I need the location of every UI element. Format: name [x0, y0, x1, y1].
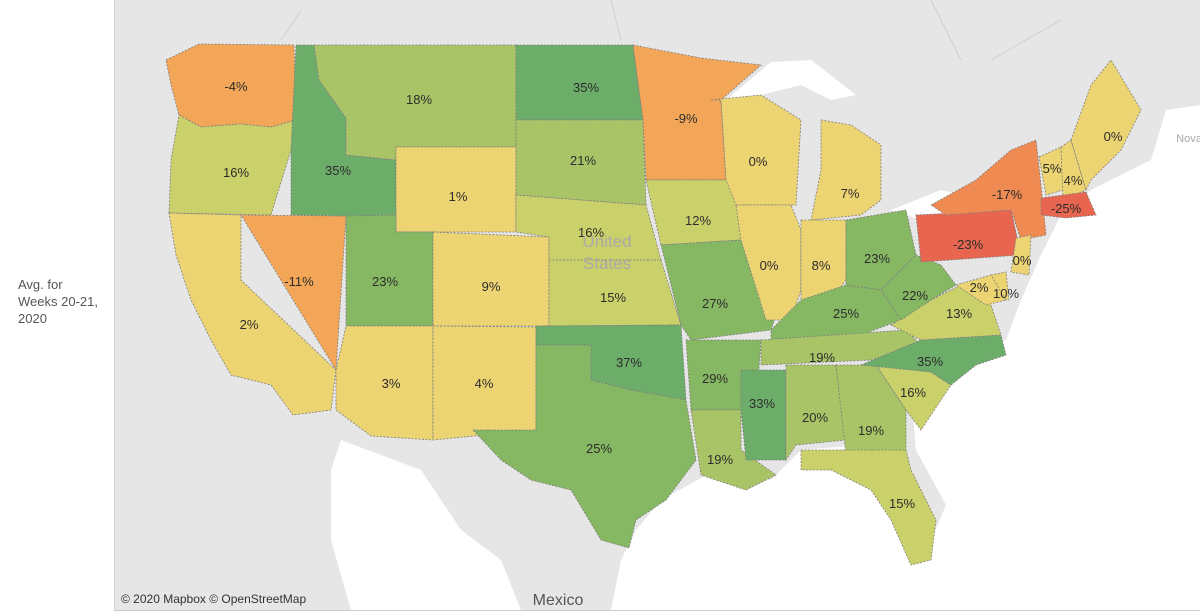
- state-value-label-ca: 2%: [240, 317, 259, 332]
- state-value-label-ar: 29%: [702, 371, 728, 386]
- state-value-label-va: 13%: [946, 306, 972, 321]
- state-value-label-az: 3%: [382, 376, 401, 391]
- state-mi[interactable]: [810, 119, 882, 221]
- state-value-label-mo: 27%: [702, 296, 728, 311]
- state-value-label-sd: 21%: [570, 153, 596, 168]
- state-mn[interactable]: [632, 44, 762, 181]
- state-wv[interactable]: [880, 254, 957, 321]
- legend-label-line: 2020: [18, 311, 47, 326]
- state-me[interactable]: [1070, 59, 1142, 192]
- state-nj[interactable]: [1010, 234, 1032, 276]
- state-md[interactable]: [955, 274, 1007, 306]
- state-nv[interactable]: [240, 214, 347, 372]
- boundary-lines: [280, 0, 1062, 61]
- state-value-label-md: 10%: [993, 286, 1019, 301]
- state-ca[interactable]: [168, 212, 337, 416]
- state-value-label-nj: 0%: [1013, 253, 1032, 268]
- state-value-label-sc: 16%: [900, 385, 926, 400]
- place-label-mexico: Mexico: [533, 592, 584, 609]
- state-value-label-me: 0%: [1104, 129, 1123, 144]
- state-value-label-ks: 15%: [600, 290, 626, 305]
- place-label-nova: Nova: [1176, 133, 1200, 145]
- state-value-label-al: 20%: [802, 410, 828, 425]
- state-value-label-nc: 35%: [917, 354, 943, 369]
- state-value-label-nm: 4%: [475, 376, 494, 391]
- legend-label: Avg. for Weeks 20-21, 2020: [18, 276, 113, 327]
- state-value-label-ga: 19%: [858, 423, 884, 438]
- state-value-label-nv: -11%: [284, 274, 314, 289]
- state-sd[interactable]: [515, 119, 647, 206]
- state-value-label-in: 8%: [812, 258, 831, 273]
- state-nm[interactable]: [432, 325, 537, 441]
- state-value-label-mt: 18%: [406, 92, 432, 107]
- state-ia[interactable]: [645, 179, 742, 246]
- state-ny[interactable]: [930, 139, 1047, 241]
- state-value-label-ky: 25%: [833, 306, 859, 321]
- legend-label-line: Avg. for: [18, 277, 63, 292]
- state-value-label-ny: -17%: [992, 187, 1023, 202]
- place-label-states: States: [583, 254, 631, 273]
- map-view[interactable]: -4% 16% 2% -11% 35% 18% 1% 23% 9% 3% 4% 35% 21% 16% 15…: [114, 0, 1200, 611]
- state-value-label-tn: 19%: [809, 350, 835, 365]
- state-ok[interactable]: [535, 324, 687, 401]
- state-value-label-nd: 35%: [573, 80, 599, 95]
- state-wi[interactable]: [710, 94, 802, 206]
- legend-label-line: Weeks 20-21,: [18, 294, 98, 309]
- state-value-label-or: 16%: [223, 165, 249, 180]
- state-value-label-nh: 4%: [1064, 173, 1083, 188]
- state-value-label-co: 9%: [482, 279, 501, 294]
- state-ma[interactable]: [1040, 191, 1097, 219]
- state-value-label-fl: 15%: [889, 496, 915, 511]
- state-value-label-mn: -9%: [674, 111, 698, 126]
- ocean-water: [1181, 110, 1200, 140]
- place-label-united: United: [582, 232, 631, 251]
- state-value-label-oh: 23%: [864, 251, 890, 266]
- state-oh[interactable]: [845, 209, 917, 291]
- state-value-label-ne: 16%: [578, 225, 604, 240]
- state-pa[interactable]: [915, 209, 1022, 263]
- state-value-label-il: 0%: [760, 258, 779, 273]
- choropleth-map[interactable]: -4% 16% 2% -11% 35% 18% 1% 23% 9% 3% 4% 35% 21% 16% 15…: [115, 0, 1200, 610]
- state-value-label-wv: 22%: [902, 288, 928, 303]
- state-value-label-pa: -23%: [953, 237, 984, 252]
- state-value-label-tx: 25%: [586, 441, 612, 456]
- state-ms[interactable]: [740, 369, 787, 461]
- state-fl[interactable]: [800, 449, 937, 566]
- state-value-label-ma: -25%: [1051, 201, 1082, 216]
- state-or[interactable]: [168, 114, 297, 216]
- state-tx[interactable]: [472, 344, 697, 549]
- state-value-label-ut: 23%: [372, 274, 398, 289]
- state-value-label-id: 35%: [325, 163, 351, 178]
- state-al[interactable]: [785, 364, 847, 462]
- state-value-label-wa: -4%: [224, 79, 248, 94]
- state-wa[interactable]: [165, 43, 297, 128]
- state-value-label-de: 2%: [970, 280, 989, 295]
- state-value-label-ia: 12%: [685, 213, 711, 228]
- state-value-label-la: 19%: [707, 452, 733, 467]
- state-value-label-vt: 5%: [1043, 161, 1062, 176]
- state-co[interactable]: [432, 231, 550, 327]
- state-az[interactable]: [335, 325, 434, 441]
- value-labels-layer: -4% 16% 2% -11% 35% 18% 1% 23% 9% 3% 4% 35% 21% 16% 15…: [223, 79, 1123, 511]
- state-value-label-mi: 7%: [841, 186, 860, 201]
- map-attribution[interactable]: © 2020 Mapbox © OpenStreetMap: [121, 592, 307, 606]
- state-value-label-ok: 37%: [616, 355, 642, 370]
- state-value-label-ms: 33%: [749, 396, 775, 411]
- state-ky[interactable]: [770, 284, 902, 341]
- state-value-label-wy: 1%: [449, 189, 468, 204]
- states-layer[interactable]: [165, 43, 1142, 566]
- lake-superior: [726, 60, 856, 100]
- state-value-label-wi: 0%: [749, 154, 768, 169]
